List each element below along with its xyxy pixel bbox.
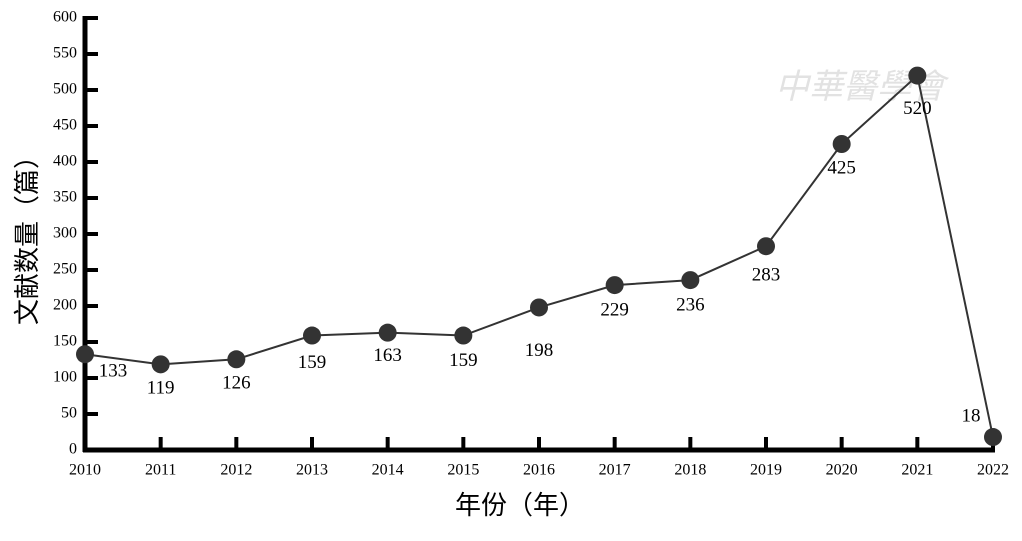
y-tick-label: 350: [53, 189, 77, 206]
x-tick-label: 2020: [826, 462, 858, 479]
value-label: 159: [449, 350, 478, 371]
value-label: 159: [298, 352, 327, 373]
value-label: 198: [525, 340, 554, 361]
y-axis-label: 文献数量（篇）: [13, 143, 42, 325]
value-label: 520: [903, 98, 932, 119]
y-tick-label: 150: [53, 333, 77, 350]
y-tick-label: 600: [53, 9, 77, 26]
x-tick-label: 2022: [977, 462, 1009, 479]
value-label: 126: [222, 373, 251, 394]
x-tick-label: 2016: [523, 462, 555, 479]
y-tick-label: 450: [53, 117, 77, 134]
point: [227, 350, 246, 369]
x-tick-label: 2015: [447, 462, 479, 479]
point: [605, 276, 624, 295]
point: [681, 271, 700, 290]
y-tick-label: 250: [53, 261, 77, 278]
value-label: 425: [827, 157, 856, 178]
y-tick-label: 500: [53, 81, 77, 98]
y-tick-label: 400: [53, 153, 77, 170]
point: [984, 428, 1002, 447]
x-tick-label: 2018: [674, 462, 706, 479]
x-tick-label: 2014: [372, 462, 404, 479]
value-label: 133: [99, 361, 128, 382]
point: [76, 345, 94, 364]
x-tick-label: 2010: [69, 462, 101, 479]
point: [378, 323, 397, 342]
value-label: 283: [752, 265, 781, 286]
point: [303, 326, 321, 345]
y-tick-label: 0: [69, 441, 77, 458]
value-label: 163: [373, 345, 402, 366]
y-tick-label: 300: [53, 225, 77, 242]
x-tick-label: 2017: [599, 462, 631, 479]
point: [832, 135, 851, 153]
y-tick-label: 200: [53, 297, 77, 314]
y-tick-label: 550: [53, 45, 77, 62]
y-tick-label: 100: [53, 369, 77, 386]
value-label: 18: [962, 405, 981, 426]
x-tick-label: 2011: [145, 462, 176, 479]
x-axis-label: 年份（年）: [455, 491, 585, 520]
value-label: 236: [676, 294, 705, 315]
value-label: 119: [147, 378, 175, 399]
x-tick-label: 2013: [296, 462, 328, 479]
point: [530, 298, 548, 317]
x-tick-label: 2012: [220, 462, 252, 479]
point: [757, 237, 775, 256]
point: [151, 355, 170, 374]
value-label: 229: [600, 299, 629, 320]
point: [908, 66, 927, 85]
point: [454, 326, 473, 345]
x-tick-label: 2019: [750, 462, 782, 479]
x-tick-label: 2021: [901, 462, 933, 479]
y-tick-label: 50: [61, 405, 77, 422]
